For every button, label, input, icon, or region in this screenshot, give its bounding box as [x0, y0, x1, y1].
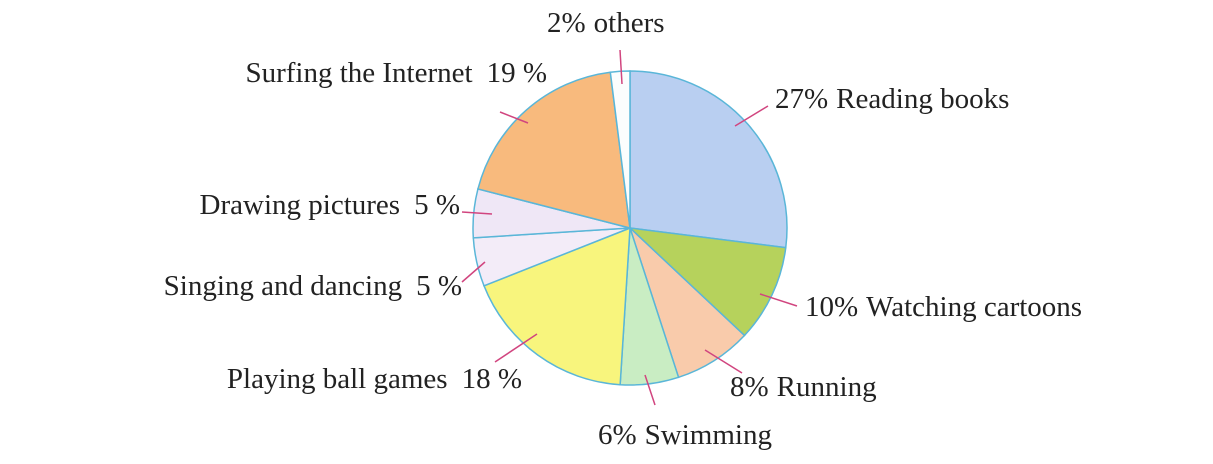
value-label: 6% [598, 419, 637, 451]
leader-line [644, 374, 656, 406]
category-label: Swimming [645, 419, 772, 451]
leader-line [619, 49, 623, 85]
value-label: 10% [805, 291, 858, 323]
slice-label: 2% others [547, 7, 665, 39]
category-label: Reading books [836, 83, 1009, 115]
slice-label: 6% Swimming [598, 419, 772, 451]
leader-line [494, 333, 538, 363]
category-label: Running [777, 371, 877, 403]
value-label: 18 % [462, 363, 522, 395]
category-label: Singing and dancing [164, 270, 402, 302]
leader-line [461, 211, 493, 215]
value-label: 8% [730, 371, 769, 403]
category-label: Drawing pictures [200, 189, 401, 221]
category-label: Playing ball games [227, 363, 448, 395]
slice-label: Drawing pictures 5 % [200, 189, 460, 221]
leader-line [734, 105, 769, 127]
leader-line [704, 349, 743, 374]
pie-slice [629, 70, 788, 249]
pie-slice [477, 71, 631, 230]
pie-slice [627, 226, 787, 337]
category-label: Watching cartoons [866, 291, 1082, 323]
value-label: 5 % [416, 270, 462, 302]
category-label: others [594, 7, 665, 39]
slice-label: 8% Running [730, 371, 877, 403]
pie-slice [609, 70, 631, 229]
slice-label: 27% Reading books [775, 83, 1009, 115]
slice-label: Surfing the Internet 19 % [245, 57, 547, 89]
pie-slice [483, 226, 631, 386]
leader-line [499, 111, 529, 124]
slice-label: Singing and dancing 5 % [164, 270, 462, 302]
slice-label: 10% Watching cartoons [805, 291, 1082, 323]
leader-line [461, 261, 486, 283]
category-label: Surfing the Internet [245, 57, 472, 89]
value-label: 19 % [487, 57, 547, 89]
value-label: 27% [775, 83, 828, 115]
value-label: 2% [547, 7, 586, 39]
leader-line [759, 293, 798, 307]
slice-label: Playing ball games 18 % [227, 363, 522, 395]
value-label: 5 % [414, 189, 460, 221]
